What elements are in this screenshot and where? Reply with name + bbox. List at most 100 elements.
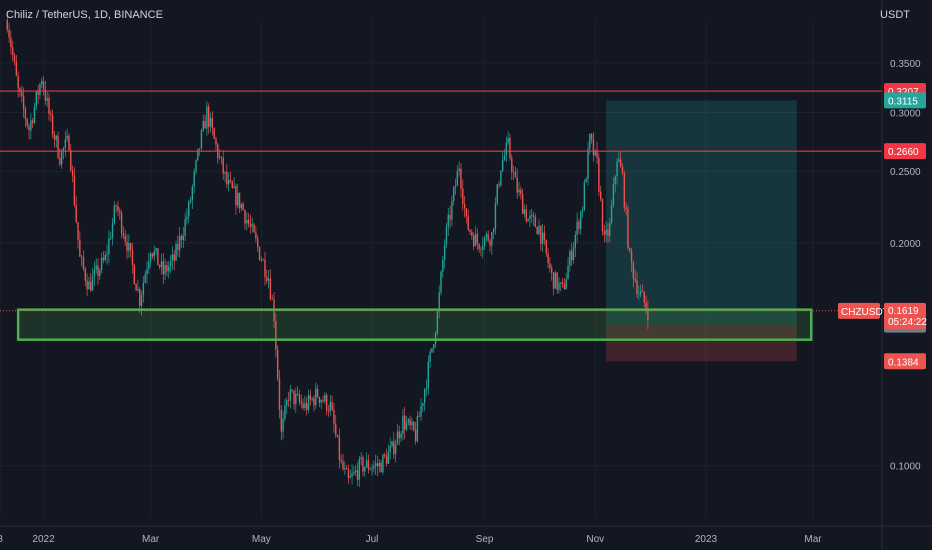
candle-body-2022-04-14: [229, 179, 232, 182]
candle-body-2022-01-04: [48, 97, 50, 114]
candle-body-2022-06-13: [338, 436, 341, 460]
candle-body-2022-05-15: [286, 400, 288, 406]
candle-body-2022-04-11: [224, 172, 226, 174]
candle-body-2022-02-18: [129, 242, 132, 251]
candle-body-2022-01-08: [55, 135, 57, 140]
candle-body-2022-04-08: [218, 156, 221, 158]
candle-body-2022-01-31: [97, 265, 99, 277]
candle-body-2021-12-15: [12, 47, 14, 56]
candle-body-2021-12-21: [22, 96, 25, 109]
candle-body-2022-09-10: [500, 170, 502, 186]
candle-body-2022-03-26: [195, 160, 197, 172]
candle-body-2022-06-27: [364, 467, 366, 472]
candle-body-2022-09-25: [527, 219, 529, 222]
candle-body-2022-01-15: [68, 135, 70, 151]
target-area[interactable]: [606, 100, 797, 325]
candle-body-2022-07-30: [423, 389, 426, 404]
candle-body-2022-02-02: [100, 257, 103, 271]
candle-body-2022-02-01: [99, 270, 101, 277]
candle-body-2022-09-06: [492, 228, 495, 232]
candle-body-2022-11-21: [630, 250, 633, 264]
candle-body-2022-08-25: [471, 232, 473, 237]
y-tick-label: 0.2000: [890, 239, 921, 250]
candle-body-2022-07-27: [418, 416, 420, 418]
candle-body-2022-09-13: [505, 143, 508, 156]
long-position-tool[interactable]: [606, 100, 797, 362]
x-tick-label: Nov: [586, 534, 604, 545]
candle-body-2022-02-12: [119, 210, 121, 213]
candle-body-2022-06-29: [367, 460, 370, 470]
stop-area[interactable]: [606, 324, 797, 362]
candle-body-2022-06-19: [349, 476, 351, 478]
candle-body-2022-02-27: [146, 268, 148, 275]
candle-body-2021-12-27: [33, 106, 36, 123]
candle-body-2022-02-19: [131, 250, 134, 265]
candle-body-2022-09-16: [511, 158, 513, 173]
candle-body-2022-03-09: [164, 265, 166, 275]
candle-body-2022-07-23: [411, 421, 413, 426]
candle-body-2022-04-19: [238, 192, 241, 209]
candle-body-2022-04-03: [209, 117, 212, 127]
candle-body-2022-05-03: [264, 259, 266, 277]
candle-body-2021-12-26: [31, 120, 34, 123]
candle-body-2022-05-20: [295, 393, 297, 405]
candle-body-2022-10-08: [551, 267, 553, 273]
x-tick-label: 8: [0, 534, 3, 545]
candle-body-2022-05-12: [280, 409, 282, 432]
candle-body-2022-06-23: [356, 470, 359, 480]
candle-body-2022-11-26: [639, 291, 642, 294]
candle-body-2022-05-16: [287, 400, 290, 402]
candle-body-2022-10-12: [558, 283, 560, 290]
candle-body-2022-01-14: [66, 135, 68, 140]
candle-body-2022-06-18: [347, 469, 350, 478]
candle-body-2022-10-17: [567, 265, 569, 280]
candle-body-2022-06-11: [335, 424, 337, 435]
candle-body-2022-08-07: [438, 292, 440, 312]
candle-body-2021-12-30: [39, 84, 41, 95]
candle-body-2022-01-17: [71, 170, 74, 176]
x-tick-label: Mar: [142, 534, 160, 545]
candle-body-2022-10-05: [545, 239, 547, 254]
candle-body-2022-11-19: [627, 209, 629, 249]
support-zone-rect[interactable]: [16, 308, 813, 341]
candle-body-2022-06-03: [320, 400, 322, 403]
x-tick-label: Mar: [804, 534, 822, 545]
last-price-badge-bg: [884, 302, 926, 329]
candle-body-2022-09-03: [487, 234, 489, 241]
candle-body-2022-11-23: [634, 278, 636, 281]
candle-body-2022-01-05: [50, 113, 52, 116]
horizontal-lines[interactable]: [0, 90, 882, 312]
candle-body-2022-09-12: [503, 155, 506, 160]
candle-body-2022-09-07: [494, 203, 497, 229]
candle-body-2022-02-16: [126, 241, 128, 252]
candle-body-2022-03-10: [166, 265, 168, 272]
chart-title: Chiliz / TetherUS, 1D, BINANCE: [6, 9, 163, 21]
candle-body-2022-05-05: [267, 278, 270, 281]
support-zone[interactable]: [16, 308, 813, 341]
stop-price-badge: 0.1384: [888, 357, 919, 368]
candle-body-2022-06-16: [344, 468, 346, 470]
candle-body-2022-08-15: [453, 187, 455, 201]
candle-body-2022-05-30: [313, 398, 315, 406]
candle-body-2022-03-22: [188, 202, 190, 217]
candle-body-2022-05-07: [271, 298, 273, 300]
candle-body-2022-03-13: [171, 254, 174, 261]
candle-body-2022-11-04: [600, 191, 602, 200]
candle-body-2022-08-24: [469, 229, 471, 233]
candle-body-2022-11-09: [609, 222, 611, 236]
candle-body-2022-01-21: [79, 239, 81, 257]
candle-body-2022-03-18: [180, 236, 183, 241]
candle-body-2022-10-30: [590, 134, 593, 140]
candle-body-2022-01-29: [93, 269, 96, 277]
candle-body-2022-01-28: [91, 276, 94, 291]
candle-body-2022-07-03: [374, 463, 377, 466]
y-tick-label: 0.3500: [890, 59, 921, 70]
candle-body-2022-03-01: [149, 253, 152, 262]
candle-body-2022-02-23: [139, 288, 141, 307]
candle-body-2022-08-06: [436, 311, 439, 333]
candle-body-2022-02-04: [104, 255, 106, 260]
candle-body-2022-06-17: [345, 468, 348, 470]
candle-body-2022-07-26: [416, 416, 419, 442]
